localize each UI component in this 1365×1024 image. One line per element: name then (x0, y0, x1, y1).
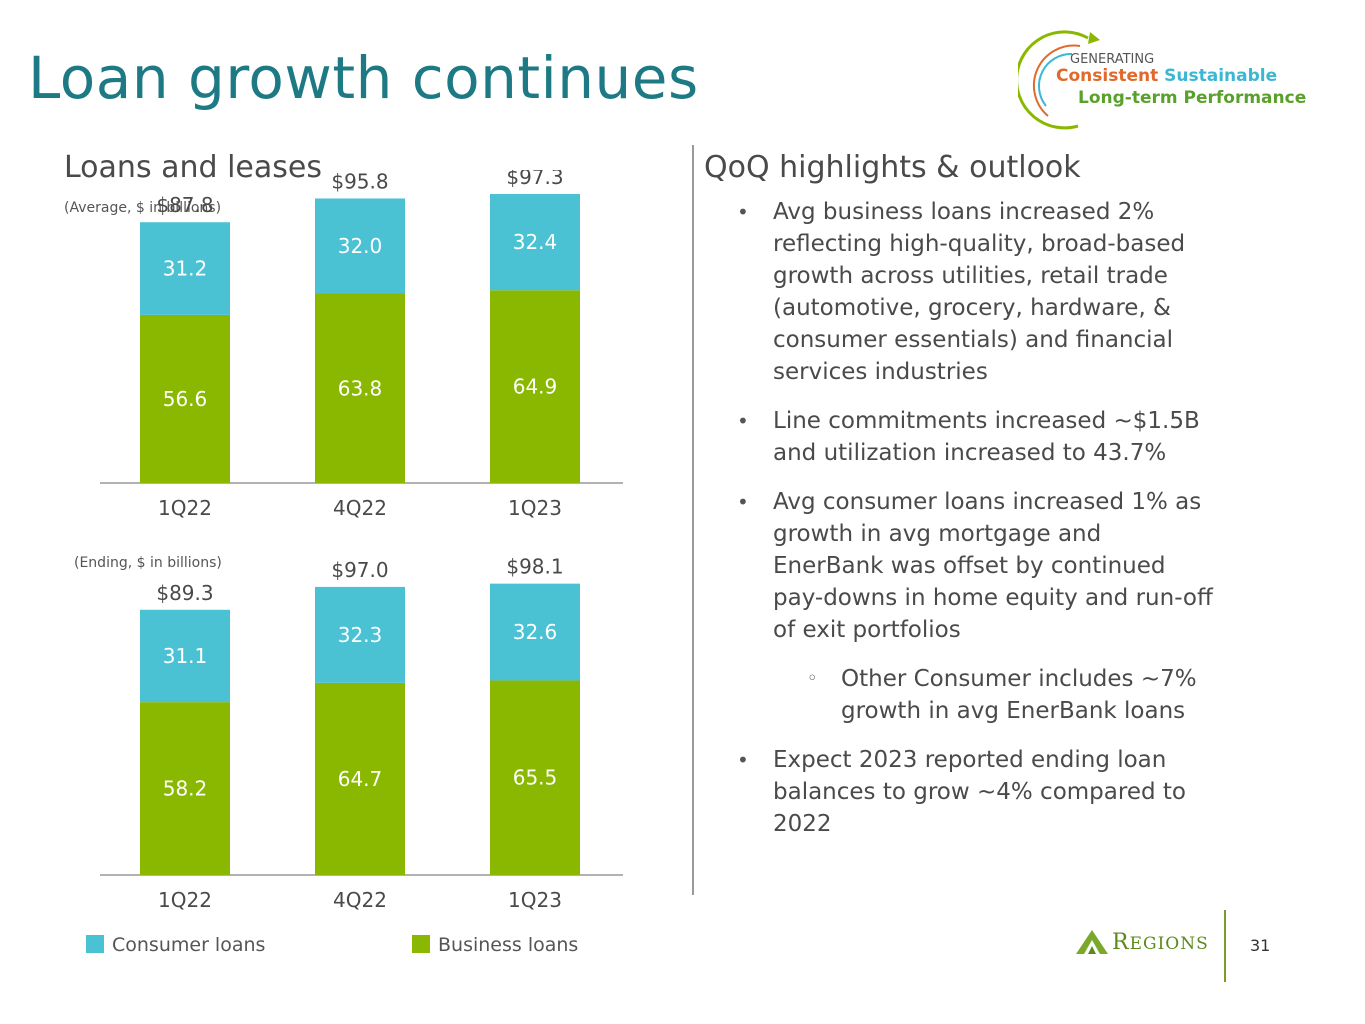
avg-bar-consumer-1q22 (140, 222, 230, 315)
avg-total-1q22: $87.8 (156, 193, 213, 217)
tagline-small: GENERATING (1070, 52, 1155, 67)
pyramid-icon (1076, 930, 1108, 954)
tagline-line1: Consistent Sustainable (1056, 66, 1278, 86)
highlights-list: Avg business loans increased 2% reflecti… (735, 196, 1215, 857)
end-total-4q22: $97.0 (331, 558, 388, 582)
generating-performance-logo: GENERATING Consistent Sustainable Long-t… (1015, 26, 1318, 136)
avg-tick-1q22: 1Q22 (158, 496, 212, 520)
end-bar-consumer-1q22 (140, 609, 230, 703)
end-label-business-1q22: 58.2 (163, 777, 208, 801)
bullet-outlook: Expect 2023 reported ending loan balance… (735, 744, 1215, 840)
end-bar-business-1q22 (140, 702, 230, 875)
highlights-heading: QoQ highlights & outlook (704, 150, 1081, 185)
regions-wordmark: REGIONS (1112, 930, 1209, 955)
end-tick-1q22: 1Q22 (158, 888, 212, 912)
end-tick-1q23: 1Q23 (508, 888, 562, 912)
avg-total-1q23: $97.3 (506, 170, 563, 189)
sub-bullet-enerbank: Other Consumer includes ~7% growth in av… (735, 663, 1215, 727)
end-label-consumer-4q22: 32.3 (338, 623, 383, 647)
avg-bar-consumer-1q23 (490, 194, 580, 291)
consumer-swatch (86, 935, 104, 953)
avg-total-4q22: $95.8 (331, 170, 388, 193)
avg-label-business-1q22: 56.6 (163, 387, 208, 411)
avg-bar-business-4q22 (315, 293, 405, 483)
avg-bar-business-1q22 (140, 314, 230, 483)
legend-consumer: Consumer loans (86, 934, 265, 958)
ending-loans-chart: 58.2 31.1 $89.3 1Q22 64.7 32.3 $97.0 4Q22 65.5 32… (100, 555, 623, 912)
end-tick-4q22: 4Q22 (333, 888, 387, 912)
column-divider (692, 145, 694, 895)
regions-logo: REGIONS (1074, 926, 1224, 960)
avg-label-business-4q22: 63.8 (338, 376, 383, 400)
end-label-business-4q22: 64.7 (338, 767, 383, 791)
avg-label-consumer-1q22: 31.2 (163, 257, 208, 281)
page-number: 31 (1250, 936, 1271, 955)
bullet-line-commitments: Line commitments increased ~$1.5B and ut… (735, 405, 1215, 469)
ending-note: (Ending, $ in billions) (74, 555, 222, 571)
avg-label-consumer-4q22: 32.0 (338, 234, 383, 258)
page-title: Loan growth continues (28, 44, 699, 112)
average-note: (Average, $ in billions) (64, 200, 222, 216)
end-bar-consumer-4q22 (315, 586, 405, 683)
bullet-business-loans: Avg business loans increased 2% reflecti… (735, 196, 1215, 388)
avg-tick-4q22: 4Q22 (333, 496, 387, 520)
avg-tick-1q23: 1Q23 (508, 496, 562, 520)
business-swatch (412, 935, 430, 953)
avg-label-consumer-1q23: 32.4 (513, 230, 558, 254)
end-bar-business-4q22 (315, 682, 405, 875)
bullet-consumer-loans: Avg consumer loans increased 1% as growt… (735, 486, 1215, 646)
footer-divider (1224, 910, 1226, 982)
end-label-consumer-1q22: 31.1 (163, 644, 208, 668)
end-total-1q22: $89.3 (156, 581, 213, 605)
avg-bar-consumer-4q22 (315, 198, 405, 294)
avg-label-business-1q23: 64.9 (513, 375, 558, 399)
end-label-business-1q23: 65.5 (513, 766, 558, 790)
end-label-consumer-1q23: 32.6 (513, 620, 558, 644)
average-loans-chart: 56.6 31.2 $87.8 1Q22 63.8 32.0 $95.8 4Q22 64.9 32… (100, 170, 623, 520)
end-total-1q23: $98.1 (506, 555, 563, 579)
loans-heading: Loans and leases (64, 150, 322, 185)
tagline-line2: Long-term Performance (1078, 88, 1307, 108)
end-bar-consumer-1q23 (490, 583, 580, 681)
legend-business: Business loans (412, 934, 578, 958)
end-bar-business-1q23 (490, 680, 580, 875)
avg-bar-business-1q23 (490, 290, 580, 483)
